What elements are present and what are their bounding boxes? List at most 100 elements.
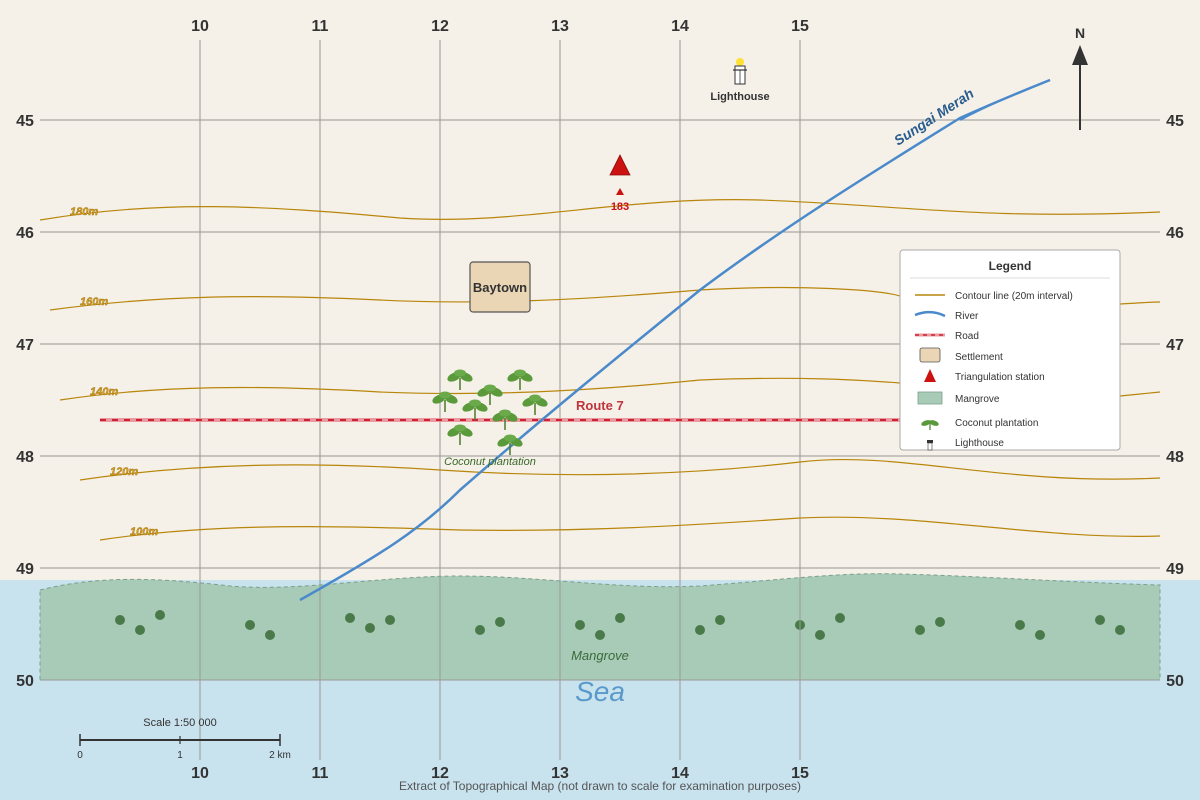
north-arrow-icon	[1072, 45, 1088, 130]
mangrove-tree-icon	[1115, 625, 1125, 635]
mangrove-tree-icon	[595, 630, 605, 640]
northing-label: 50	[1166, 673, 1184, 690]
legend-item-label: Coconut plantation	[955, 418, 1038, 429]
easting-labels-top: 10 11 12 13 14 15	[191, 18, 809, 35]
easting-label: 13	[551, 765, 569, 782]
easting-label: 12	[431, 765, 449, 782]
easting-label: 12	[431, 18, 449, 35]
settlement-label: Baytown	[473, 280, 527, 295]
lighthouse-icon	[733, 58, 747, 85]
road-label: Route 7	[576, 398, 624, 413]
legend-triangulation-icon	[924, 369, 936, 382]
north-label: N	[1075, 25, 1085, 41]
triangulation-station-icon	[609, 154, 631, 176]
northing-label: 50	[16, 673, 34, 690]
legend-lighthouse-icon	[927, 440, 933, 451]
scale-bar: Scale 1:50 000 0 1 2 km	[77, 717, 291, 761]
easting-label: 11	[312, 18, 329, 35]
map-caption: Extract of Topographical Map (not drawn …	[399, 779, 801, 793]
mangrove-tree-icon	[835, 613, 845, 623]
legend-mangrove-icon	[917, 391, 943, 405]
easting-label: 13	[551, 18, 569, 35]
legend-item-label: Triangulation station	[955, 372, 1045, 383]
northing-label: 46	[1166, 225, 1184, 242]
easting-label: 15	[791, 18, 809, 35]
northing-label: 48	[1166, 449, 1184, 466]
mangrove-tree-icon	[715, 615, 725, 625]
river-sungai-merah	[299, 78, 1051, 602]
mangrove-tree-icon	[695, 625, 705, 635]
northing-labels-right: 45 46 47 48 49 50	[1166, 113, 1184, 690]
mangrove-tree-icon	[245, 620, 255, 630]
northing-labels-left: 45 46 47 48 49 50	[16, 113, 34, 690]
grid-lines	[40, 40, 1160, 760]
contour-label: 120m	[110, 466, 138, 478]
easting-label: 14	[671, 765, 689, 782]
contour-label: 140m	[90, 386, 118, 398]
mangrove-tree-icon	[1035, 630, 1045, 640]
legend-item-label: Mangrove	[955, 394, 1000, 405]
trig-height-label: 183	[611, 201, 629, 213]
spot-height-marker-icon	[616, 188, 624, 195]
sea-label: Sea	[575, 676, 625, 707]
mangrove-tree-icon	[345, 613, 355, 623]
scale-label: Scale 1:50 000	[143, 717, 216, 729]
northing-label: 48	[16, 449, 34, 466]
mangrove-tree-icon	[815, 630, 825, 640]
legend-item-label: Road	[955, 331, 979, 342]
mangrove-tree-icon	[575, 620, 585, 630]
legend-title: Legend	[989, 259, 1032, 273]
mangrove-tree-icon	[915, 625, 925, 635]
mangrove-tree-icon	[935, 617, 945, 627]
legend-item-label: Settlement	[955, 352, 1003, 363]
contour-line-140-east	[1119, 391, 1161, 397]
northing-label: 49	[1166, 561, 1184, 578]
mangrove-tree-icon	[495, 617, 505, 627]
lighthouse-label: Lighthouse	[710, 91, 769, 103]
mangrove-tree-icon	[115, 615, 125, 625]
easting-label: 15	[791, 765, 809, 782]
easting-labels-bottom: 10 11 12 13 14 15	[191, 765, 809, 782]
easting-label: 10	[191, 765, 209, 782]
scale-tick-label: 0	[77, 750, 83, 761]
contour-line-100	[99, 516, 1161, 541]
northing-label: 47	[16, 337, 34, 354]
legend-item-label: Contour line (20m interval)	[955, 291, 1073, 302]
mangrove-tree-icon	[1015, 620, 1025, 630]
legend-box: Legend Contour line (20m interval) River…	[899, 249, 1121, 451]
easting-label: 10	[191, 18, 209, 35]
mangrove-tree-icon	[155, 610, 165, 620]
mangrove-tree-icon	[365, 623, 375, 633]
legend-river-icon	[914, 310, 946, 318]
contour-label: 160m	[80, 296, 108, 308]
easting-label: 11	[312, 765, 329, 782]
mangrove-tree-icon	[615, 613, 625, 623]
mangrove-tree-icon	[475, 625, 485, 635]
contour-labels: 180m 160m 140m 120m 100m	[70, 206, 159, 538]
plantation-label: Coconut plantation	[444, 456, 536, 468]
northing-label: 49	[16, 561, 34, 578]
mangrove-trees	[115, 610, 1125, 640]
contour-line-120	[79, 458, 1161, 481]
northing-label: 46	[16, 225, 34, 242]
contour-line-160-east	[1119, 301, 1161, 305]
mangrove-tree-icon	[135, 625, 145, 635]
legend-item-label: Lighthouse	[955, 438, 1004, 449]
scale-tick-label: 1	[177, 750, 183, 761]
contour-line-180	[39, 199, 1161, 221]
northing-label: 45	[1166, 113, 1184, 130]
mangrove-tree-icon	[1095, 615, 1105, 625]
contour-line-140	[59, 377, 901, 401]
mangrove-tree-icon	[385, 615, 395, 625]
legend-settlement-icon	[919, 347, 941, 363]
mangrove-area	[39, 573, 1161, 681]
northing-label: 47	[1166, 337, 1184, 354]
contour-label: 180m	[70, 206, 98, 218]
northing-label: 45	[16, 113, 34, 130]
mangrove-tree-icon	[265, 630, 275, 640]
easting-label: 14	[671, 18, 689, 35]
river-tributary	[959, 79, 1051, 121]
contour-lines	[39, 199, 1161, 541]
scale-tick-label: 2 km	[269, 750, 291, 761]
contour-label: 100m	[130, 526, 158, 538]
